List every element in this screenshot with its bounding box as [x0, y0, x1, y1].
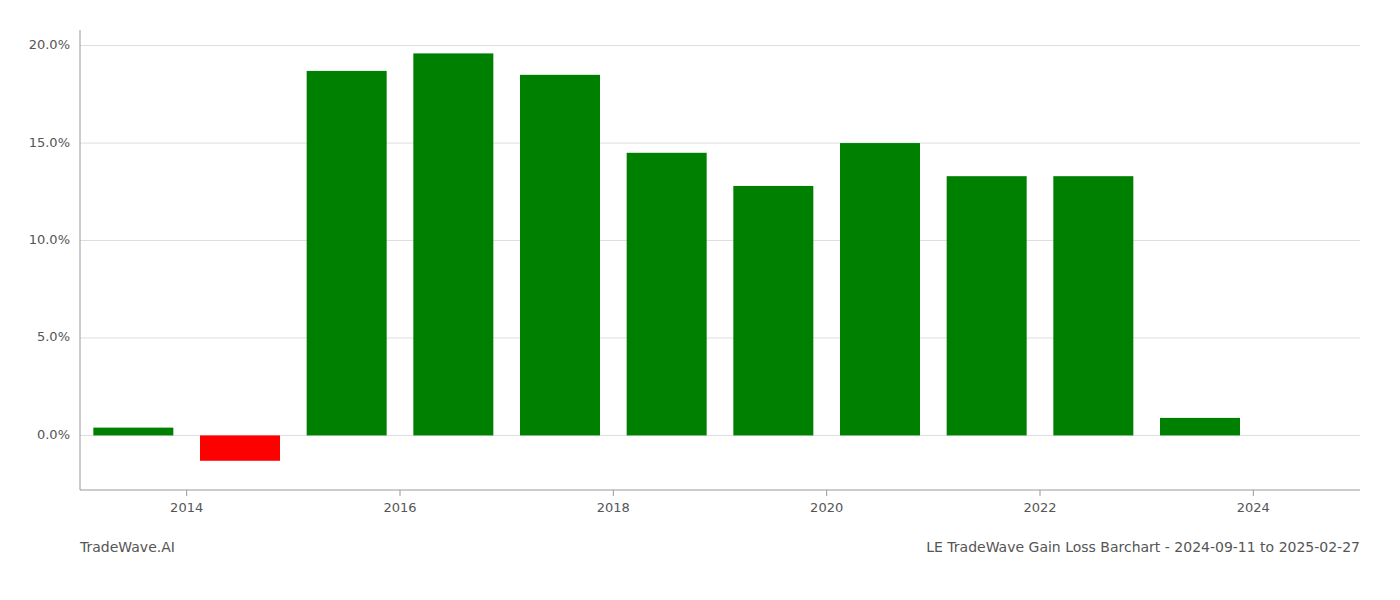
chart-container: 0.0%5.0%10.0%15.0%20.0%20142016201820202…	[0, 0, 1400, 600]
x-axis-line	[80, 490, 1360, 491]
x-tick-label: 2016	[383, 500, 416, 515]
x-tick	[1040, 490, 1041, 496]
x-tick-label: 2024	[1237, 500, 1270, 515]
x-tick	[400, 490, 401, 496]
bar	[93, 428, 173, 436]
bar	[200, 435, 280, 460]
x-tick-label: 2022	[1023, 500, 1056, 515]
x-tick-label: 2018	[597, 500, 630, 515]
chart: 0.0%5.0%10.0%15.0%20.0%20142016201820202…	[0, 0, 1400, 600]
x-tick-label: 2014	[170, 500, 203, 515]
y-tick-label: 5.0%	[37, 329, 70, 344]
y-axis: 0.0% 5.0% 10.0% 15.0% 20.0%	[29, 30, 80, 490]
y-tick-label: 15.0%	[29, 135, 70, 150]
bar	[520, 75, 600, 436]
x-axis: 2014 2016 2018 2020 2022 2024	[80, 490, 1360, 515]
grid-line	[80, 45, 1360, 46]
bar	[627, 153, 707, 436]
y-tick-label: 10.0%	[29, 232, 70, 247]
grid-line	[80, 337, 1360, 338]
y-axis-line	[80, 30, 81, 490]
y-tick-label: 20.0%	[29, 37, 70, 52]
x-tick	[826, 490, 827, 496]
x-tick	[613, 490, 614, 496]
x-tick	[186, 490, 187, 496]
bar	[947, 176, 1027, 435]
bar	[307, 71, 387, 435]
x-tick	[1253, 490, 1254, 496]
title: LE TradeWave Gain Loss Barchart - 2024-0…	[926, 539, 1360, 555]
bar	[413, 53, 493, 435]
bars	[93, 53, 1240, 460]
x-tick-label: 2020	[810, 500, 843, 515]
bar	[840, 143, 920, 435]
watermark: TradeWave.AI	[79, 539, 175, 555]
grid-line	[80, 143, 1360, 144]
grid	[80, 46, 1360, 436]
bar	[1053, 176, 1133, 435]
bar	[733, 186, 813, 435]
bar	[1160, 418, 1240, 436]
y-tick-label: 0.0%	[37, 427, 70, 442]
grid-line	[80, 240, 1360, 241]
